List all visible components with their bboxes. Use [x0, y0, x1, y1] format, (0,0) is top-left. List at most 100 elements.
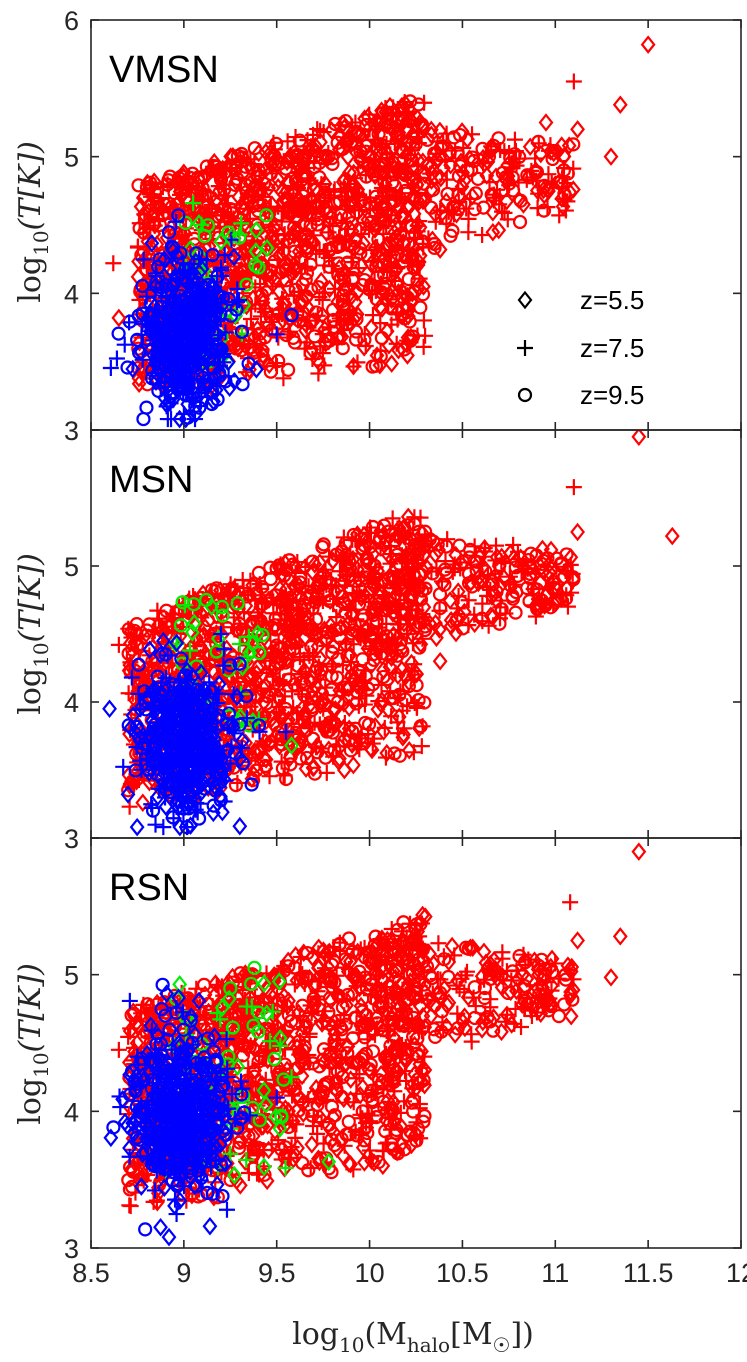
- scatter-point: [406, 579, 423, 596]
- scatter-point: [284, 308, 299, 323]
- scatter-point: [162, 204, 179, 221]
- scatter-point: [313, 132, 328, 152]
- scatter-point: [383, 316, 400, 333]
- scatter-point: [370, 693, 387, 710]
- scatter-point: [277, 295, 293, 314]
- scatter-point: [316, 284, 333, 301]
- scatter-point: [664, 526, 680, 546]
- scatter-point: [364, 214, 379, 230]
- scatter-point: [254, 736, 270, 756]
- scatter-point: [474, 226, 491, 243]
- scatter-point: [147, 684, 162, 699]
- scatter-point: [343, 1154, 359, 1174]
- scatter-point: [438, 171, 455, 188]
- scatter-point: [321, 548, 338, 565]
- scatter-point: [321, 1161, 336, 1176]
- scatter-point: [131, 308, 146, 323]
- scatter-point: [504, 160, 521, 177]
- scatter-point: [537, 178, 552, 193]
- scatter-point: [499, 211, 516, 228]
- scatter-point: [390, 129, 405, 144]
- scatter-point: [162, 259, 178, 278]
- scatter-point: [186, 385, 201, 401]
- scatter-point: [266, 152, 282, 172]
- scatter-point: [264, 216, 281, 233]
- scatter-point: [287, 187, 302, 202]
- scatter-point: [476, 540, 493, 557]
- scatter-point: [159, 647, 176, 664]
- scatter-point: [185, 195, 202, 212]
- scatter-point: [293, 569, 308, 585]
- scatter-point: [308, 625, 323, 640]
- scatter-point: [164, 322, 179, 337]
- scatter-point: [481, 174, 498, 191]
- scatter-point: [310, 351, 326, 370]
- scatter-point: [382, 146, 399, 163]
- scatter-point: [236, 332, 253, 349]
- scatter-point: [193, 385, 210, 402]
- scatter-point: [263, 986, 279, 1005]
- scatter-point: [343, 1070, 359, 1089]
- scatter-point: [176, 597, 193, 614]
- scatter-point: [283, 748, 298, 764]
- scatter-point: [373, 676, 390, 693]
- scatter-point: [226, 689, 242, 708]
- scatter-point: [340, 562, 355, 578]
- scatter-point: [321, 319, 338, 336]
- scatter-point: [364, 307, 381, 324]
- scatter-point: [308, 739, 325, 756]
- scatter-point: [213, 787, 228, 806]
- scatter-point: [327, 582, 343, 601]
- scatter-point: [462, 149, 477, 168]
- scatter-point: [451, 187, 466, 203]
- scatter-point: [167, 271, 183, 290]
- scatter-point: [448, 623, 464, 643]
- scatter-point: [216, 641, 233, 658]
- scatter-point: [407, 284, 422, 299]
- scatter-point: [603, 147, 619, 166]
- scatter-point: [140, 232, 156, 251]
- scatter-point: [272, 606, 289, 623]
- scatter-point: [174, 651, 189, 666]
- scatter-point: [449, 613, 464, 628]
- scatter-point: [199, 731, 214, 746]
- scatter-point: [341, 233, 358, 250]
- scatter-point: [429, 142, 444, 162]
- scatter-point: [301, 198, 317, 217]
- scatter-point: [115, 758, 132, 775]
- scatter-point: [483, 606, 499, 625]
- scatter-point: [145, 1193, 162, 1210]
- scatter-point: [386, 635, 402, 655]
- scatter-point: [162, 749, 177, 765]
- scatter-point: [186, 318, 203, 335]
- scatter-point: [183, 264, 199, 283]
- scatter-point: [502, 573, 519, 590]
- scatter-point: [415, 338, 432, 355]
- scatter-point: [337, 132, 353, 152]
- scatter-point: [178, 668, 193, 683]
- scatter-point: [392, 190, 407, 205]
- scatter-point: [348, 532, 365, 549]
- scatter-point: [432, 620, 447, 639]
- scatter-point: [207, 776, 223, 796]
- scatter-point: [197, 228, 212, 244]
- scatter-point: [178, 750, 194, 769]
- scatter-point: [381, 700, 396, 720]
- scatter-point: [270, 687, 286, 706]
- scatter-point: [235, 265, 250, 280]
- scatter-point: [491, 220, 507, 240]
- scatter-point: [216, 247, 233, 264]
- scatter-point: [283, 204, 299, 224]
- scatter-point: [167, 186, 182, 201]
- scatter-point: [286, 608, 301, 624]
- scatter-point: [452, 560, 469, 577]
- scatter-point: [314, 305, 330, 325]
- scatter-point: [212, 287, 228, 306]
- scatter-point: [351, 579, 366, 594]
- scatter-point: [344, 659, 360, 679]
- scatter-point: [536, 185, 552, 205]
- scatter-point: [221, 225, 236, 240]
- scatter-point: [180, 192, 196, 211]
- scatter-point: [443, 616, 459, 636]
- scatter-point: [527, 608, 544, 625]
